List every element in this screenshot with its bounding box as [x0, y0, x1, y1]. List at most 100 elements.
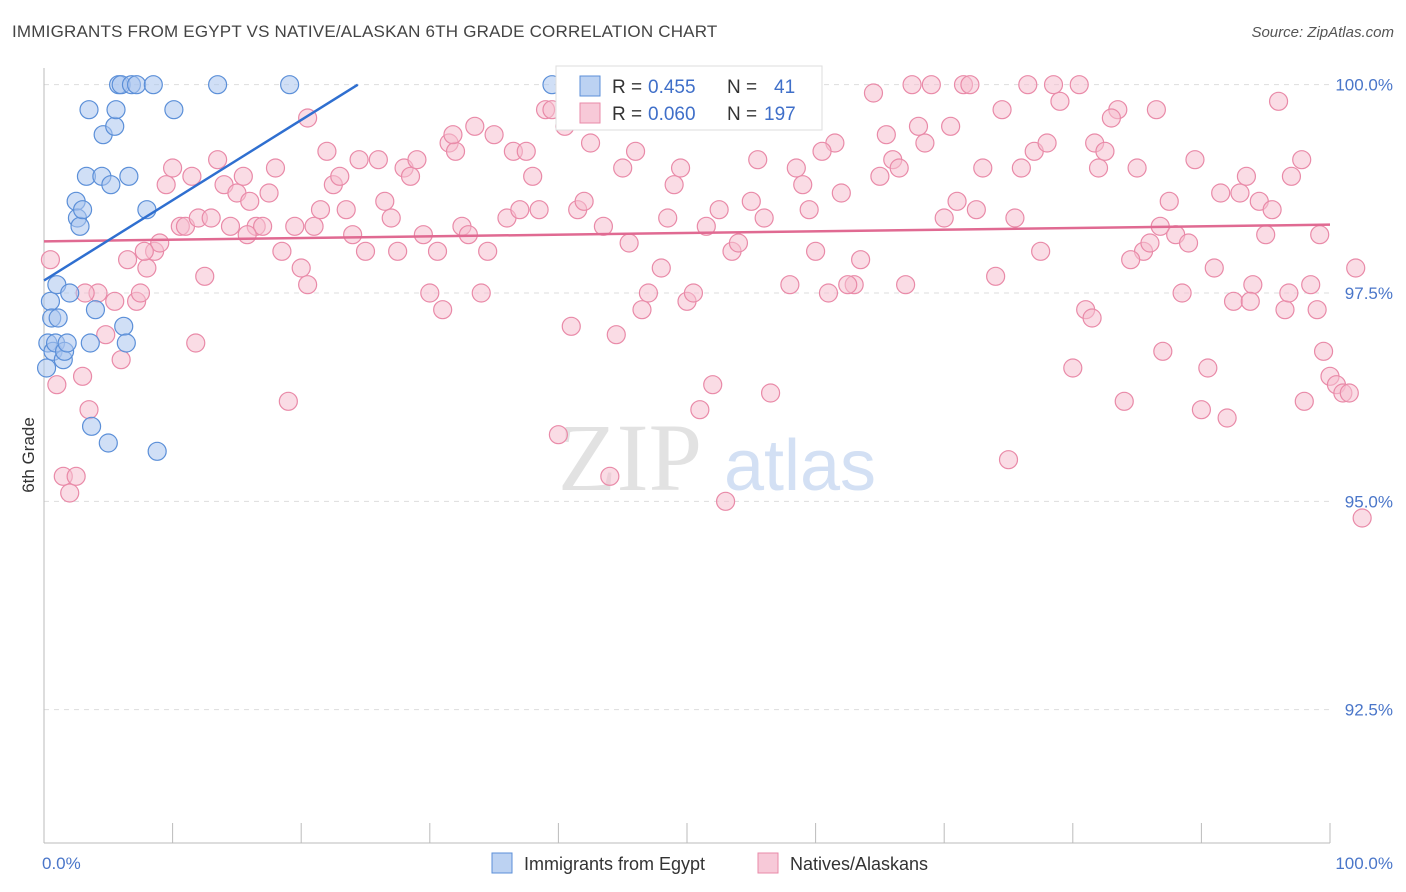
natives-alaskans-point — [838, 275, 858, 295]
egypt-immigrants-point — [147, 441, 167, 461]
egypt-immigrants-point — [81, 416, 102, 436]
natives-alaskans-point — [317, 141, 337, 161]
egypt-immigrants-point — [208, 75, 228, 95]
natives-alaskans-point — [1095, 141, 1115, 161]
natives-alaskans-point — [1307, 300, 1327, 320]
egypt-immigrants-point — [119, 166, 139, 186]
y-axis-title: 6th Grade — [19, 417, 38, 493]
natives-alaskans-point — [253, 216, 273, 236]
natives-alaskans-point — [298, 275, 318, 295]
x-tick-label-min: 0.0% — [42, 854, 81, 873]
natives-alaskans-point — [561, 316, 581, 336]
natives-alaskans-point — [658, 208, 678, 228]
natives-alaskans-point — [40, 250, 61, 270]
natives-alaskans-point — [516, 141, 536, 161]
egypt-immigrants-point — [36, 358, 57, 378]
natives-alaskans-point — [368, 150, 388, 170]
natives-alaskans-point — [445, 141, 466, 161]
natives-alaskans-point — [1031, 241, 1051, 261]
y-tick-label: 97.5% — [1345, 284, 1393, 303]
natives-alaskans-point — [195, 266, 215, 286]
natives-alaskans-point — [156, 175, 176, 195]
natives-alaskans-point — [760, 383, 781, 403]
natives-alaskans-point — [150, 233, 170, 253]
natives-alaskans-points — [40, 75, 1372, 528]
bottom-legend: Immigrants from Egypt Natives/Alaskans — [491, 852, 928, 874]
natives-alaskans-point — [1153, 341, 1173, 361]
natives-alaskans-point — [343, 225, 363, 245]
natives-alaskans-point — [265, 158, 286, 178]
natives-alaskans-point — [1069, 75, 1089, 95]
natives-alaskans-point — [1279, 283, 1299, 303]
natives-alaskans-point — [1230, 183, 1250, 203]
natives-alaskans-point — [1050, 91, 1070, 111]
egypt-immigrants-point — [70, 216, 90, 236]
natives-alaskans-point — [1310, 225, 1330, 245]
natives-alaskans-point — [1178, 233, 1199, 253]
egypt-immigrants-point — [98, 433, 118, 453]
natives-alaskans-point — [285, 216, 305, 236]
natives-alaskans-point — [1223, 291, 1244, 311]
bottom-legend-swatch-pink — [757, 852, 779, 874]
natives-alaskans-point — [137, 258, 157, 278]
natives-alaskans-point — [47, 375, 67, 395]
natives-alaskans-point — [471, 283, 491, 303]
natives-alaskans-point — [201, 208, 221, 228]
natives-alaskans-point — [355, 241, 376, 261]
natives-alaskans-point — [728, 233, 749, 253]
natives-alaskans-point — [690, 400, 710, 420]
natives-alaskans-point — [278, 391, 298, 411]
egypt-immigrants-point — [60, 283, 80, 303]
natives-alaskans-point — [1211, 183, 1231, 203]
natives-alaskans-point — [741, 191, 761, 211]
natives-alaskans-point — [381, 208, 401, 228]
y-tick-label: 95.0% — [1345, 492, 1393, 511]
natives-alaskans-point — [1275, 300, 1295, 320]
chart-title: IMMIGRANTS FROM EGYPT VS NATIVE/ALASKAN … — [12, 22, 718, 41]
egypt-immigrants-point — [106, 100, 126, 120]
natives-alaskans-point — [1198, 358, 1218, 378]
natives-alaskans-point — [664, 175, 684, 195]
natives-alaskans-trendline — [43, 223, 1331, 243]
natives-alaskans-point — [400, 166, 421, 186]
natives-alaskans-point — [548, 425, 569, 445]
natives-alaskans-point — [375, 191, 395, 211]
natives-alaskans-point — [1191, 400, 1212, 420]
natives-alaskans-point — [786, 158, 806, 178]
stats-n-label-pink: N = — [727, 104, 757, 125]
egypt-immigrants-points — [36, 75, 562, 461]
natives-alaskans-point — [908, 116, 929, 136]
x-ticks — [43, 823, 1331, 843]
bottom-legend-label-pink: Natives/Alaskans — [790, 854, 928, 874]
natives-alaskans-point — [208, 150, 228, 170]
natives-alaskans-point — [310, 200, 331, 220]
natives-alaskans-point — [233, 166, 253, 186]
natives-alaskans-point — [60, 483, 80, 503]
egypt-immigrants-point — [101, 175, 121, 195]
natives-alaskans-point — [1018, 75, 1038, 95]
egypt-immigrants-point — [48, 308, 68, 328]
natives-alaskans-point — [427, 241, 448, 261]
natives-alaskans-point — [1294, 391, 1314, 411]
natives-alaskans-point — [960, 75, 980, 95]
natives-alaskans-point — [632, 300, 652, 320]
natives-alaskans-point — [696, 216, 716, 236]
natives-alaskans-point — [72, 366, 93, 386]
x-tick-label-max: 100.0% — [1335, 854, 1393, 873]
egypt-immigrants-point — [79, 100, 99, 120]
natives-alaskans-point — [304, 216, 324, 236]
natives-alaskans-point — [966, 200, 986, 220]
natives-alaskans-point — [1185, 150, 1205, 170]
natives-alaskans-point — [593, 216, 614, 236]
stats-legend-swatch-pink — [579, 102, 601, 124]
y-tick-label: 100.0% — [1335, 76, 1393, 95]
stats-r-value-pink: 0.060 — [648, 104, 696, 125]
natives-alaskans-point — [619, 233, 639, 253]
natives-alaskans-point — [1140, 233, 1160, 253]
egypt-immigrants-point — [85, 300, 106, 320]
natives-alaskans-point — [793, 175, 813, 195]
natives-alaskans-point — [237, 225, 257, 245]
natives-alaskans-point — [863, 83, 884, 103]
natives-alaskans-point — [870, 166, 890, 186]
natives-alaskans-point — [831, 183, 851, 203]
